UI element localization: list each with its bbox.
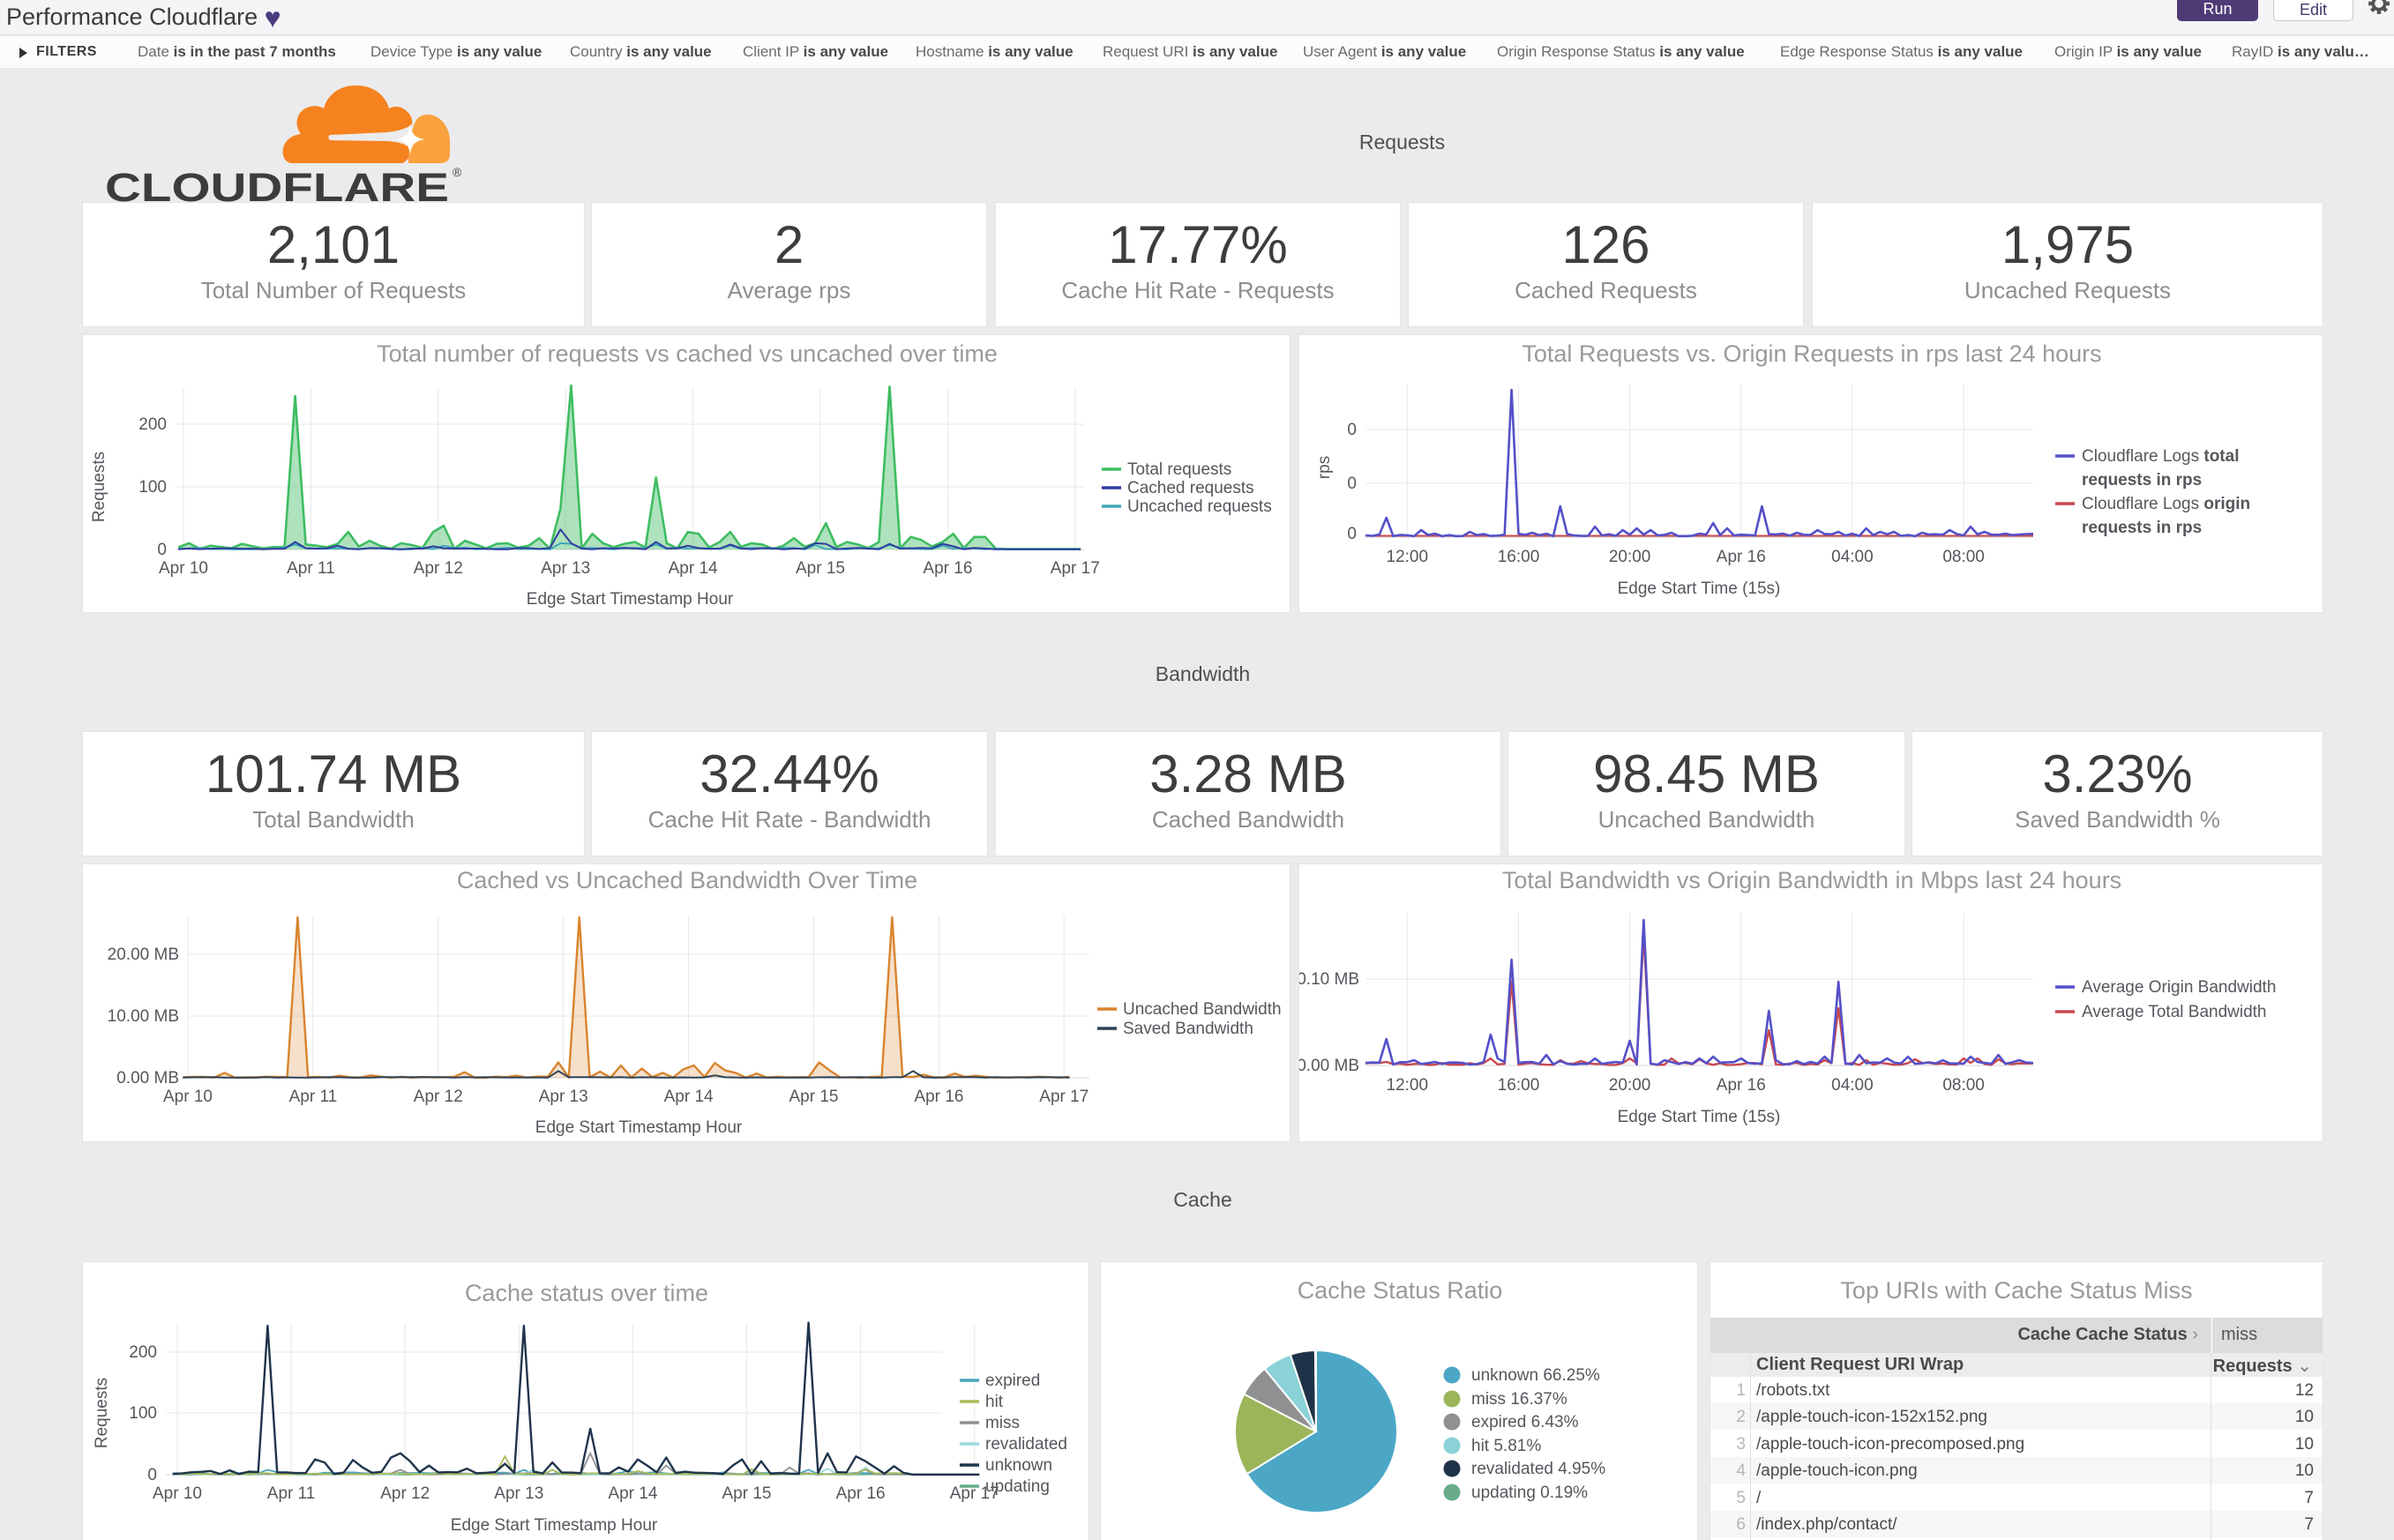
svg-text:miss: miss [985,1414,1020,1432]
svg-text:200: 200 [129,1343,157,1362]
svg-text:miss 16.37%: miss 16.37% [1471,1390,1567,1409]
svg-text:Apr 14: Apr 14 [608,1484,657,1503]
svg-text:Cloudflare Logs total: Cloudflare Logs total [2082,447,2239,466]
svg-text:Cached requests: Cached requests [1127,479,1254,497]
svg-text:Edge Start Time (15s): Edge Start Time (15s) [1618,1108,1781,1126]
svg-text:Uncached Bandwidth: Uncached Bandwidth [1123,1000,1282,1019]
svg-text:Apr 15: Apr 15 [789,1088,839,1106]
svg-text:Cached vs Uncached Bandwidth O: Cached vs Uncached Bandwidth Over Time [457,867,917,893]
svg-text:Total number of requests vs ca: Total number of requests vs cached vs un… [377,340,998,367]
svg-text:Apr 11: Apr 11 [287,559,335,578]
svg-text:Apr 14: Apr 14 [669,559,718,578]
svg-text:unknown: unknown [985,1456,1052,1475]
svg-text:expired: expired [985,1372,1040,1390]
svg-text:Apr 17: Apr 17 [1051,559,1100,578]
svg-text:20.00 MB: 20.00 MB [108,946,179,964]
svg-text:0: 0 [1347,525,1357,543]
svg-text:Total Bandwidth vs Origin Band: Total Bandwidth vs Origin Bandwidth in M… [1502,867,2121,893]
svg-text:unknown 66.25%: unknown 66.25% [1471,1366,1600,1385]
svg-text:Requests: Requests [90,452,108,522]
svg-text:®: ® [453,165,462,179]
svg-text:hit: hit [985,1393,1004,1411]
svg-text:Total Requests vs. Origin Requ: Total Requests vs. Origin Requests in rp… [1522,340,2101,367]
svg-text:revalidated 4.95%: revalidated 4.95% [1471,1460,1605,1478]
svg-text:Edge Start Timestamp Hour: Edge Start Timestamp Hour [535,1118,743,1137]
svg-text:Uncached requests: Uncached requests [1127,497,1272,516]
svg-text:Apr 12: Apr 12 [414,1088,463,1106]
svg-text:04:00: 04:00 [1831,1076,1874,1095]
svg-text:Cache status over time: Cache status over time [465,1280,708,1306]
svg-text:hit 5.81%: hit 5.81% [1471,1437,1541,1455]
svg-text:updating 0.19%: updating 0.19% [1471,1484,1588,1502]
svg-text:Apr 11: Apr 11 [267,1484,316,1503]
svg-text:Apr 15: Apr 15 [722,1484,772,1503]
svg-text:12:00: 12:00 [1387,1076,1429,1095]
svg-text:Apr 16: Apr 16 [1717,548,1766,566]
svg-text:Apr 10: Apr 10 [153,1484,202,1503]
svg-text:Apr 10: Apr 10 [159,559,208,578]
svg-text:Cloudflare Logs origin: Cloudflare Logs origin [2082,495,2250,513]
svg-text:Edge Start Timestamp Hour: Edge Start Timestamp Hour [451,1516,658,1535]
svg-text:200: 200 [138,415,167,434]
svg-text:20:00: 20:00 [1609,548,1651,566]
svg-text:Apr 10: Apr 10 [163,1088,213,1106]
svg-text:Apr 15: Apr 15 [796,559,845,578]
svg-text:100: 100 [138,478,167,497]
svg-text:Apr 17: Apr 17 [950,1484,999,1503]
svg-text:0.00 MB: 0.00 MB [116,1069,179,1088]
svg-text:rps: rps [1315,456,1334,479]
svg-text:Apr 13: Apr 13 [539,1088,588,1106]
svg-text:0: 0 [1347,475,1357,493]
svg-text:100: 100 [129,1404,157,1423]
svg-text:16:00: 16:00 [1498,548,1540,566]
svg-text:Apr 16: Apr 16 [1717,1076,1766,1095]
svg-text:Apr 11: Apr 11 [289,1088,338,1106]
svg-text:Apr 17: Apr 17 [1039,1088,1089,1106]
svg-text:0: 0 [157,541,167,559]
svg-text:12:00: 12:00 [1387,548,1429,566]
svg-text:10.00 MB: 10.00 MB [108,1007,179,1026]
svg-text:20:00: 20:00 [1609,1076,1651,1095]
svg-text:16:00: 16:00 [1498,1076,1540,1095]
svg-text:08:00: 08:00 [1942,548,1985,566]
svg-text:Apr 13: Apr 13 [494,1484,543,1503]
svg-text:Apr 16: Apr 16 [914,1088,963,1106]
svg-text:0.10 MB: 0.10 MB [1299,970,1359,989]
svg-text:Apr 16: Apr 16 [923,559,972,578]
svg-text:Total requests: Total requests [1127,460,1231,479]
svg-text:Saved Bandwidth: Saved Bandwidth [1123,1020,1253,1038]
svg-text:CLOUDFLARE: CLOUDFLARE [105,165,449,205]
svg-text:expired 6.43%: expired 6.43% [1471,1413,1579,1432]
svg-text:Apr 12: Apr 12 [414,559,463,578]
svg-text:08:00: 08:00 [1942,1076,1985,1095]
svg-text:requests in rps: requests in rps [2082,519,2202,537]
svg-text:updating: updating [985,1477,1050,1496]
svg-text:0.00 MB: 0.00 MB [1299,1057,1359,1075]
svg-text:requests in rps: requests in rps [2082,471,2202,490]
svg-text:Cache Status Ratio: Cache Status Ratio [1298,1277,1503,1304]
svg-text:Apr 13: Apr 13 [541,559,590,578]
svg-text:Apr 12: Apr 12 [380,1484,430,1503]
svg-text:0: 0 [1347,421,1357,439]
svg-text:Requests: Requests [93,1378,111,1448]
svg-text:Average Total Bandwidth: Average Total Bandwidth [2082,1003,2267,1021]
svg-text:Edge Start Timestamp Hour: Edge Start Timestamp Hour [527,590,734,609]
svg-text:Edge Start Time (15s): Edge Start Time (15s) [1618,579,1781,598]
svg-text:04:00: 04:00 [1831,548,1874,566]
svg-text:Apr 14: Apr 14 [664,1088,714,1106]
svg-text:Average Origin Bandwidth: Average Origin Bandwidth [2082,978,2276,997]
svg-text:0: 0 [147,1466,157,1484]
svg-text:Apr 16: Apr 16 [836,1484,886,1503]
svg-text:revalidated: revalidated [985,1435,1067,1454]
